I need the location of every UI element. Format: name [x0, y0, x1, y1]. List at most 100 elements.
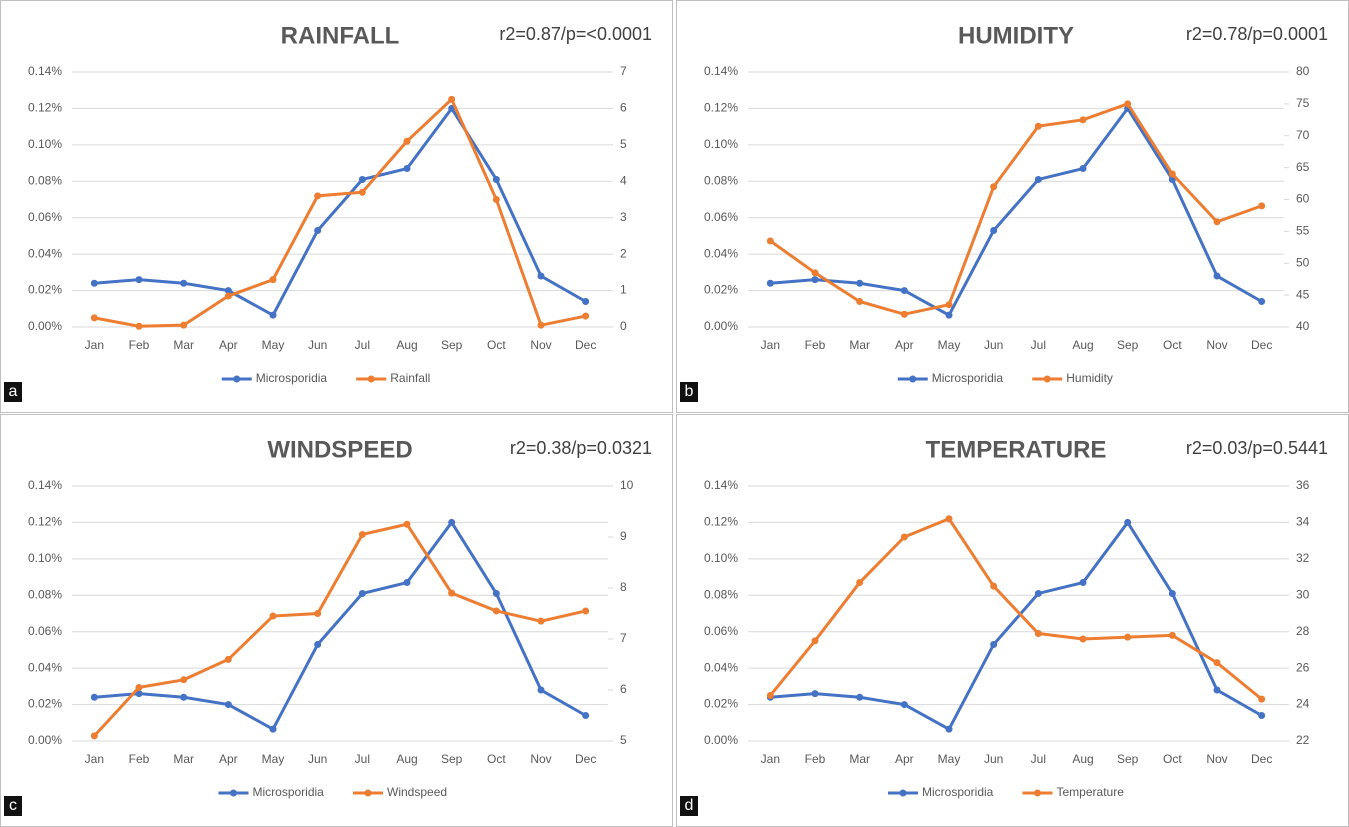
y-tick-label: 0.08% [704, 173, 738, 187]
point [1168, 170, 1176, 178]
point [1079, 116, 1087, 124]
panel-label: c [9, 797, 17, 814]
point [1124, 100, 1132, 108]
x-tick-label: Aug [396, 752, 417, 766]
y2-tick-label: 24 [1296, 697, 1310, 711]
point [1168, 589, 1176, 597]
point [537, 686, 545, 694]
legend-marker [233, 375, 241, 383]
point [856, 298, 864, 305]
point [1124, 633, 1132, 641]
y-tick-label: 0.06% [704, 210, 738, 224]
x-tick-label: May [262, 338, 285, 352]
y-tick-label: 0.06% [28, 210, 62, 224]
x-tick-label: Feb [129, 338, 150, 352]
line [769, 516, 1263, 701]
y2-tick-label: 10 [620, 478, 634, 492]
x-tick-label: Feb [805, 338, 826, 352]
x-tick-label: Aug [396, 338, 417, 352]
panel-border [676, 0, 1349, 413]
line [769, 102, 1263, 316]
point [1124, 518, 1132, 526]
x-tick-label: Jan [85, 752, 104, 766]
y-tick-label: 0.00% [704, 733, 738, 747]
point [1258, 695, 1266, 703]
chart-title: HUMIDITY [958, 22, 1074, 49]
x-tick-label: Aug [1072, 338, 1093, 352]
legend-label: Microsporidia [922, 785, 994, 799]
y2-tick-label: 1 [620, 283, 627, 297]
point [403, 137, 411, 145]
point [1079, 635, 1087, 643]
x-tick-label: Jan [85, 338, 104, 352]
y-tick-label: 0.14% [704, 478, 738, 492]
point [811, 269, 819, 277]
y2-tick-label: 65 [1296, 160, 1310, 174]
y-tick-label: 0.10% [28, 551, 62, 565]
x-tick-label: Feb [805, 752, 826, 766]
point [90, 314, 98, 322]
panel-border [0, 414, 673, 827]
x-tick-label: Jan [761, 338, 780, 352]
point [582, 298, 590, 305]
y-tick-label: 0.04% [28, 246, 62, 260]
x-tick-label: Nov [1206, 338, 1227, 352]
point [1034, 122, 1042, 130]
panel-label: d [685, 797, 694, 814]
x-tick-label: Aug [1072, 752, 1093, 766]
point [990, 582, 998, 590]
point [448, 95, 456, 103]
legend-marker [364, 789, 372, 797]
point [269, 725, 277, 733]
line [770, 519, 1263, 732]
line [94, 519, 587, 732]
line [94, 96, 586, 328]
legend-label: Windspeed [387, 785, 447, 799]
y2-tick-label: 8 [620, 580, 627, 594]
point [90, 732, 98, 740]
x-tick-label: Oct [487, 338, 506, 352]
x-tick-label: Jun [984, 338, 1003, 352]
panel-label-box [680, 796, 698, 816]
point [900, 287, 908, 295]
point [492, 607, 500, 615]
panel-border [676, 414, 1349, 827]
panel-border [0, 0, 673, 413]
point [1258, 298, 1266, 305]
x-tick-label: Nov [530, 752, 551, 766]
legend-label: Rainfall [390, 371, 430, 385]
point [224, 292, 232, 300]
point [856, 279, 864, 287]
x-tick-label: Jun [984, 752, 1003, 766]
point [180, 693, 188, 701]
legend-marker [230, 789, 237, 797]
y-tick-label: 0.08% [28, 587, 62, 601]
x-tick-label: Sep [1117, 338, 1139, 352]
y-tick-label: 0.04% [28, 660, 62, 674]
y-tick-label: 0.00% [704, 319, 738, 333]
panel-label: b [685, 383, 694, 400]
legend-marker [909, 375, 917, 383]
panel: TEMPERATURE r2=0.03/p=0.5441 0.00% 0.02% 0.0… [676, 414, 1349, 827]
point [314, 610, 322, 617]
chart-title: WINDSPEED [267, 436, 412, 463]
y2-tick-label: 30 [1296, 587, 1310, 601]
y2-tick-label: 55 [1296, 224, 1310, 238]
y-tick-label: 0.10% [28, 137, 62, 151]
point [582, 712, 590, 719]
y-tick-label: 0.14% [704, 64, 738, 78]
panel-label: a [9, 383, 18, 400]
y-tick-label: 0.06% [704, 624, 738, 638]
y2-tick-label: 4 [620, 173, 627, 187]
point [1079, 165, 1087, 173]
point [990, 640, 998, 648]
point [990, 226, 998, 234]
point [90, 279, 98, 287]
y-tick-label: 0.00% [28, 319, 62, 333]
legend-marker [1043, 375, 1051, 383]
point [537, 617, 545, 625]
point [900, 533, 908, 541]
x-tick-label: Sep [1117, 752, 1139, 766]
x-tick-label: Oct [487, 752, 506, 766]
legend-label: Microsporidia [253, 785, 325, 799]
